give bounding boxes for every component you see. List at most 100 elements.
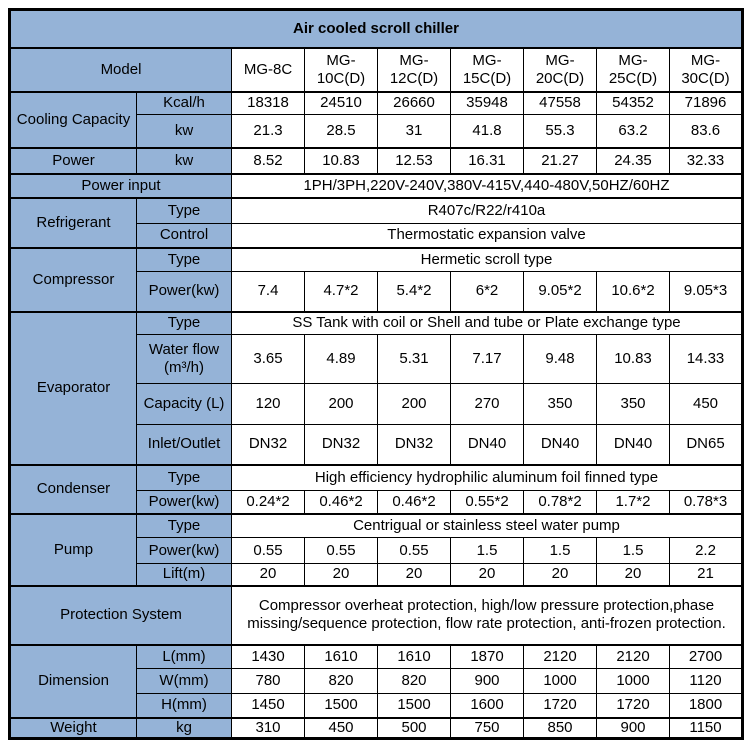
- cooling-kcal-row: Cooling Capacity Kcal/h 18318 24510 2666…: [9, 90, 743, 148]
- compressor-power-row: Power(kw) 7.4 4.7*2 5.4*2 6*2 9.05*2 10.…: [10, 271, 743, 312]
- row-label-type: Type: [136, 463, 232, 491]
- evaporator-capacity-row: Capacity (L) 120 200 200 270 350 350 450: [10, 383, 743, 425]
- row-label-kg: kg: [136, 716, 232, 739]
- value-cell: 1120: [669, 668, 743, 694]
- value-cell: 900: [450, 668, 524, 694]
- value-cell: 0.46*2: [377, 490, 451, 514]
- pump-lift-row: Lift(m) 20 20 20 20 20 20 21: [10, 563, 743, 586]
- value-cell: 24.35: [596, 146, 670, 174]
- group-label-power: Power: [9, 146, 137, 174]
- cooling-kw-row: kw 21.3 28.5 31 41.8 55.3 63.2 83.6: [10, 114, 743, 148]
- compressor-type-row: Compressor Type Hermetic scroll type: [9, 246, 743, 312]
- value-cell: 9.05*3: [669, 271, 743, 312]
- value-cell: 2.2: [669, 537, 743, 564]
- value-cell: 20: [304, 563, 378, 586]
- value-cell: 1720: [596, 693, 670, 718]
- value-cell: DN40: [450, 424, 524, 465]
- model-name: MG- 25C(D): [596, 46, 670, 92]
- group-label-dimension: Dimension: [9, 643, 137, 718]
- evaporator-type-row: Evaporator Type SS Tank with coil or She…: [9, 310, 743, 465]
- value-cell: 1000: [523, 668, 597, 694]
- row-label-inlet-outlet: Inlet/Outlet: [136, 424, 232, 465]
- value-cell: 350: [596, 383, 670, 425]
- value-cell: DN40: [523, 424, 597, 465]
- row-label-h-mm: H(mm): [136, 693, 232, 718]
- value-cell: DN65: [669, 424, 743, 465]
- value-cell: 21.3: [231, 114, 305, 148]
- value-cell: 1430: [231, 643, 305, 669]
- row-label-w-mm: W(mm): [136, 668, 232, 694]
- value-cell: 7.4: [231, 271, 305, 312]
- value-cell: 18318: [231, 90, 305, 115]
- value-cell: 9.48: [523, 334, 597, 384]
- power-input-row: Power input 1PH/3PH,220V-240V,380V-415V,…: [9, 172, 743, 198]
- group-label-power-input: Power input: [9, 172, 232, 198]
- value-cell: 20: [231, 563, 305, 586]
- model-name: MG- 20C(D): [523, 46, 597, 92]
- value-cell: 35948: [450, 90, 524, 115]
- row-label-lift: Lift(m): [136, 563, 232, 586]
- value-cell: 9.05*2: [523, 271, 597, 312]
- value-cell: 0.46*2: [304, 490, 378, 514]
- value-cell: 1500: [304, 693, 378, 718]
- value-cell: 41.8: [450, 114, 524, 148]
- row-label-capacity: Capacity (L): [136, 383, 232, 425]
- value-cell: 1610: [304, 643, 378, 669]
- value-cell: 10.83: [304, 146, 378, 174]
- refrigerant-control-value: Thermostatic expansion valve: [231, 223, 743, 248]
- row-label-power-kw: Power(kw): [136, 490, 232, 514]
- value-cell: 450: [304, 716, 378, 739]
- protection-row: Protection System Compressor overheat pr…: [9, 584, 743, 645]
- value-cell: 63.2: [596, 114, 670, 148]
- value-cell: 47558: [523, 90, 597, 115]
- value-cell: 1450: [231, 693, 305, 718]
- value-cell: DN32: [231, 424, 305, 465]
- value-cell: 310: [231, 716, 305, 739]
- model-name: MG- 10C(D): [304, 46, 378, 92]
- group-label-condenser: Condenser: [9, 463, 137, 514]
- value-cell: DN32: [304, 424, 378, 465]
- value-cell: 0.55: [304, 537, 378, 564]
- value-cell: 10.6*2: [596, 271, 670, 312]
- value-cell: 0.78*3: [669, 490, 743, 514]
- value-cell: 12.53: [377, 146, 451, 174]
- model-header-label: Model: [9, 46, 232, 92]
- value-cell: 14.33: [669, 334, 743, 384]
- value-cell: 21: [669, 563, 743, 586]
- row-label-water-flow: Water flow (m³/h): [136, 334, 232, 384]
- value-cell: 120: [231, 383, 305, 425]
- pump-power-row: Power(kw) 0.55 0.55 0.55 1.5 1.5 1.5 2.2: [10, 537, 743, 564]
- row-label-l-mm: L(mm): [136, 643, 232, 669]
- model-row: Model MG-8C MG- 10C(D) MG- 12C(D) MG- 15…: [9, 46, 743, 92]
- value-cell: 200: [377, 383, 451, 425]
- power-row: Power kw 8.52 10.83 12.53 16.31 21.27 24…: [9, 146, 743, 174]
- spec-table: Air cooled scroll chiller Model MG-8C MG…: [8, 8, 744, 740]
- value-cell: 1000: [596, 668, 670, 694]
- value-cell: 71896: [669, 90, 743, 115]
- value-cell: 83.6: [669, 114, 743, 148]
- row-label-kw: kw: [136, 114, 232, 148]
- row-label-type: Type: [136, 512, 232, 538]
- dimension-w-row: W(mm) 780 820 820 900 1000 1000 1120: [10, 668, 743, 694]
- refrigerant-type-row: Refrigerant Type R407c/R22/r410a: [9, 196, 743, 248]
- pump-type-row: Pump Type Centrigual or stainless steel …: [9, 512, 743, 586]
- value-cell: 20: [377, 563, 451, 586]
- protection-value: Compressor overheat protection, high/low…: [231, 584, 743, 645]
- value-cell: 20: [523, 563, 597, 586]
- value-cell: 28.5: [304, 114, 378, 148]
- model-name: MG- 12C(D): [377, 46, 451, 92]
- value-cell: 5.4*2: [377, 271, 451, 312]
- row-label-kw: kw: [136, 146, 232, 174]
- value-cell: 26660: [377, 90, 451, 115]
- value-cell: 1610: [377, 643, 451, 669]
- condenser-power-row: Power(kw) 0.24*2 0.46*2 0.46*2 0.55*2 0.…: [10, 490, 743, 514]
- group-label-refrigerant: Refrigerant: [9, 196, 137, 248]
- value-cell: 55.3: [523, 114, 597, 148]
- value-cell: 4.7*2: [304, 271, 378, 312]
- value-cell: 54352: [596, 90, 670, 115]
- value-cell: 21.27: [523, 146, 597, 174]
- value-cell: 1870: [450, 643, 524, 669]
- row-label-power-kw: Power(kw): [136, 537, 232, 564]
- evaporator-type-value: SS Tank with coil or Shell and tube or P…: [231, 310, 743, 335]
- value-cell: 1.5: [596, 537, 670, 564]
